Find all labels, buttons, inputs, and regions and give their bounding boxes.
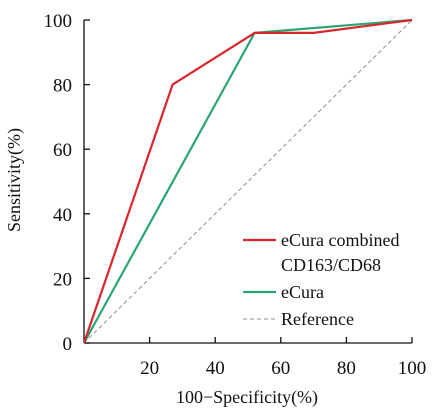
legend-label: eCura combined (281, 230, 399, 250)
x-axis: 20 40 60 80 100 (84, 337, 426, 379)
series-line-ecura (83, 18, 413, 344)
series-line-reference (83, 19, 413, 344)
x-tick-label: 60 (271, 358, 290, 379)
y-tick-label: 100 (44, 11, 73, 32)
y-tick-label: 40 (53, 205, 72, 226)
legend-label: eCura (281, 282, 324, 302)
x-tick-label: 40 (206, 358, 225, 379)
y-axis: 0 20 40 60 80 100 (44, 11, 90, 355)
legend: eCura combined CD163/CD68 eCura Reference (243, 230, 399, 329)
y-tick-label: 0 (63, 334, 73, 355)
legend-label: Reference (281, 309, 354, 329)
y-tick-label: 20 (53, 269, 72, 290)
legend-label: CD163/CD68 (281, 255, 381, 275)
x-tick-label: 80 (337, 358, 356, 379)
y-axis-title: Sensitivity(%) (4, 128, 25, 232)
x-tick-label: 100 (398, 358, 427, 379)
series-group (82, 18, 413, 344)
series-line-ecura-combined-cd163-cd68 (82, 18, 413, 344)
x-tick-label: 20 (140, 358, 159, 379)
y-tick-label: 80 (53, 76, 72, 97)
y-tick-label: 60 (53, 140, 72, 161)
x-axis-title: 100−Specificity(%) (176, 387, 318, 408)
